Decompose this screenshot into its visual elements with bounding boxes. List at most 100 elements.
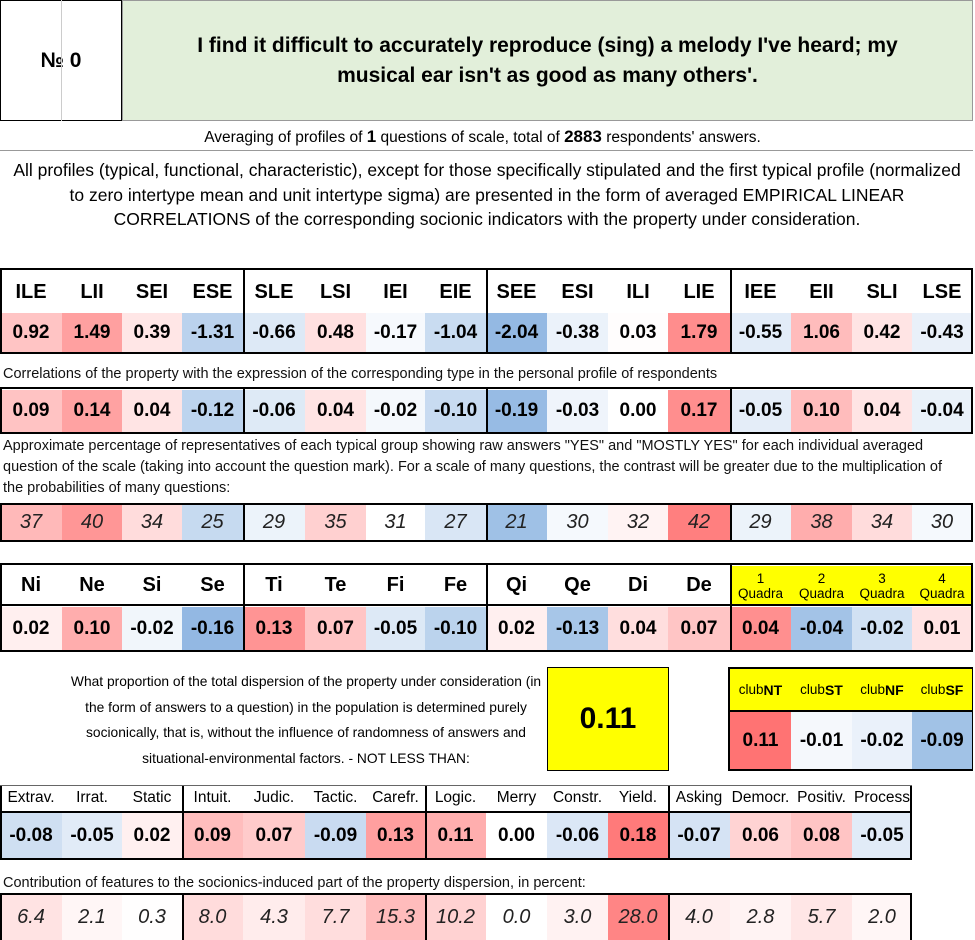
type-normalized-sei: 0.39 — [122, 313, 182, 352]
feature-value-carefr: 0.13 — [366, 813, 425, 858]
quadra-header-4: 4 Quadra — [912, 566, 972, 604]
feature-contribution-irrat: 2.1 — [62, 895, 122, 940]
type-percent-lie: 42 — [668, 505, 730, 540]
feature-contribution-carefr: 15.3 — [366, 895, 425, 940]
feature-header-intuit: Intuit. — [193, 789, 232, 806]
type-normalized-see: -2.04 — [486, 313, 547, 352]
type-normalized-lii: 1.49 — [62, 313, 122, 352]
function-header-fi: Fi — [386, 573, 405, 596]
function-value-de: 0.07 — [668, 607, 730, 650]
type-header-ili: ILI — [626, 280, 650, 303]
type-correlation-ili: 0.00 — [608, 390, 668, 432]
type-correlation-eii: 0.10 — [791, 390, 852, 432]
correlations-note: Correlations of the property with the ex… — [3, 366, 718, 382]
club-value-sf: -0.09 — [912, 712, 972, 769]
type-header-lse: LSE — [922, 280, 962, 303]
feature-value-democr: 0.06 — [730, 813, 791, 858]
type-correlation-iee: -0.05 — [730, 390, 791, 432]
type-percent-iei: 31 — [366, 505, 425, 540]
club-header-nf: club NF — [852, 669, 912, 710]
feature-header-democr: Democr. — [731, 789, 790, 806]
feature-contribution-democr: 2.8 — [730, 895, 791, 940]
question-title: I find it difficult to accurately reprod… — [122, 0, 973, 121]
number-value: 0 — [69, 48, 82, 72]
type-header-eie: EIE — [439, 280, 472, 303]
function-header-te: Te — [324, 573, 347, 596]
type-percent-eii: 38 — [791, 505, 852, 540]
type-header-lsi: LSI — [319, 280, 352, 303]
type-correlation-lii: 0.14 — [62, 390, 122, 432]
type-percent-eie: 27 — [425, 505, 486, 540]
type-percent-lsi: 35 — [305, 505, 366, 540]
club-value-st: -0.01 — [791, 712, 852, 769]
type-header-ile: ILE — [15, 280, 47, 303]
type-normalized-sle: -0.66 — [243, 313, 305, 352]
function-value-se: -0.16 — [182, 607, 243, 650]
type-percent-esi: 30 — [547, 505, 608, 540]
type-header-lii: LII — [80, 280, 104, 303]
feature-header-tactic: Tactic. — [313, 789, 358, 806]
dispersion-value: 0.11 — [547, 667, 669, 771]
function-value-ni: 0.02 — [0, 607, 62, 650]
function-header-qe: Qe — [564, 573, 591, 596]
quadra-value-4: 0.01 — [912, 607, 972, 650]
feature-value-asking: -0.07 — [668, 813, 730, 858]
quadra-value-2: -0.04 — [791, 607, 852, 650]
feature-contribution-process: 2.0 — [852, 895, 912, 940]
feature-header-process: Process — [854, 789, 910, 806]
club-header-st: club ST — [791, 669, 852, 710]
type-correlation-ese: -0.12 — [182, 390, 243, 432]
feature-value-tactic: -0.09 — [305, 813, 366, 858]
dispersion-text: What proportion of the total dispersion … — [70, 674, 542, 766]
contribution-note: Contribution of features to the socionic… — [3, 875, 586, 891]
type-normalized-iei: -0.17 — [366, 313, 425, 352]
type-correlation-iei: -0.02 — [366, 390, 425, 432]
type-percent-lii: 40 — [62, 505, 122, 540]
function-header-ti: Ti — [265, 573, 283, 596]
function-header-fe: Fe — [443, 573, 468, 596]
feature-value-judic: 0.07 — [243, 813, 305, 858]
type-percent-ese: 25 — [182, 505, 243, 540]
type-normalized-iee: -0.55 — [730, 313, 791, 352]
feature-contribution-tactic: 7.7 — [305, 895, 366, 940]
function-header-ni: Ni — [21, 573, 41, 596]
club-header-sf: club SF — [912, 669, 972, 710]
type-correlation-sei: 0.04 — [122, 390, 182, 432]
feature-contribution-positiv: 5.7 — [791, 895, 852, 940]
type-correlation-see: -0.19 — [486, 390, 547, 432]
function-header-de: De — [686, 573, 712, 596]
feature-header-logic: Logic. — [434, 789, 477, 806]
percent-note: Approximate percentage of representative… — [3, 438, 942, 496]
description-text: All profiles (typical, functional, chara… — [13, 160, 961, 229]
type-header-esi: ESI — [561, 280, 594, 303]
type-normalized-lie: 1.79 — [668, 313, 730, 352]
quadra-header-2: 2 Quadra — [791, 566, 852, 604]
type-normalized-lsi: 0.48 — [305, 313, 366, 352]
function-header-di: Di — [628, 573, 648, 596]
type-normalized-ile: 0.92 — [0, 313, 62, 352]
feature-value-static: 0.02 — [122, 813, 182, 858]
quadra-header-3: 3 Quadra — [852, 566, 912, 604]
type-correlation-esi: -0.03 — [547, 390, 608, 432]
type-normalized-ili: 0.03 — [608, 313, 668, 352]
function-value-qi: 0.02 — [486, 607, 547, 650]
function-value-ti: 0.13 — [243, 607, 305, 650]
function-header-qi: Qi — [505, 573, 528, 596]
type-correlation-lie: 0.17 — [668, 390, 730, 432]
feature-value-logic: 0.11 — [425, 813, 486, 858]
type-normalized-eii: 1.06 — [791, 313, 852, 352]
club-value-nf: -0.02 — [852, 712, 912, 769]
function-value-ne: 0.10 — [62, 607, 122, 650]
type-header-sli: SLI — [866, 280, 898, 303]
feature-value-yield: 0.18 — [608, 813, 668, 858]
function-value-di: 0.04 — [608, 607, 668, 650]
type-normalized-ese: -1.31 — [182, 313, 243, 352]
function-header-se: Se — [200, 573, 225, 596]
type-percent-ile: 37 — [0, 505, 62, 540]
type-percent-see: 21 — [486, 505, 547, 540]
type-correlation-eie: -0.10 — [425, 390, 486, 432]
type-normalized-esi: -0.38 — [547, 313, 608, 352]
feature-header-merry: Merry — [496, 789, 537, 806]
feature-contribution-asking: 4.0 — [668, 895, 730, 940]
type-header-sle: SLE — [254, 280, 294, 303]
